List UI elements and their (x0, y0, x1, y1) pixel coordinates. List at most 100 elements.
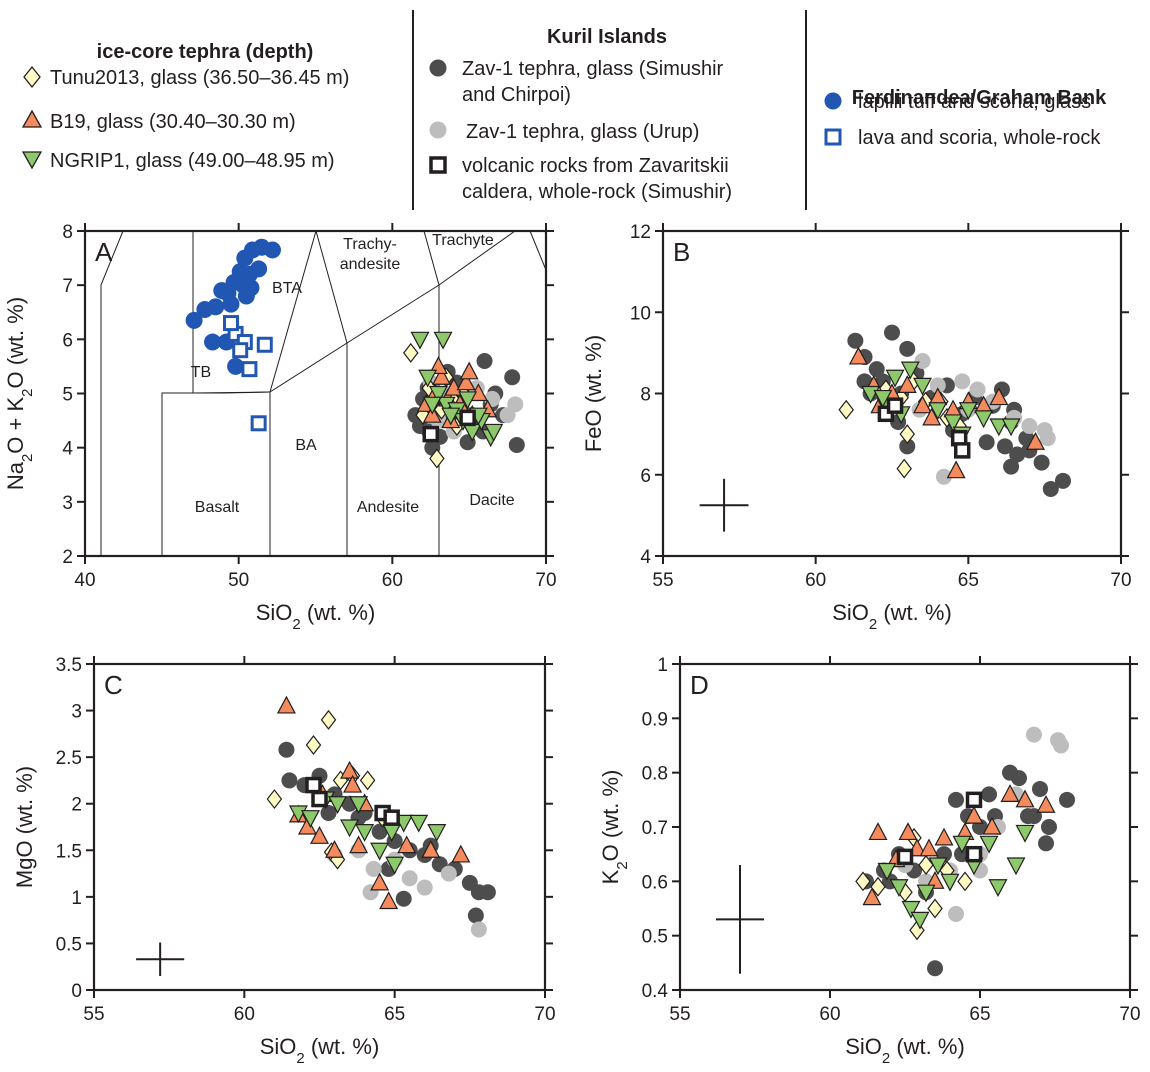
data-point (896, 848, 914, 866)
data-point (458, 391, 478, 410)
panel-letter: B (673, 237, 690, 267)
data-point (263, 241, 281, 259)
data-point (428, 385, 448, 404)
data-point (370, 842, 390, 861)
x-tick-label: 60 (382, 570, 403, 591)
data-point (1039, 430, 1056, 447)
x-axis-label: SiO2 (wt. %) (256, 600, 376, 633)
y-tick-label: 0 (71, 981, 82, 1002)
data-point (479, 884, 496, 901)
data-point (340, 760, 360, 779)
x-axis-label: SiO2 (wt. %) (845, 1034, 965, 1067)
data-point (989, 418, 1009, 437)
data-point (456, 372, 476, 391)
legend-title-ice-core: ice-core tephra (depth) (97, 41, 314, 63)
y-tick-label: 10 (630, 303, 651, 324)
data-point (928, 857, 948, 876)
data-point (204, 333, 222, 351)
y-tick-label: 0.5 (642, 927, 668, 948)
x-axis-label: SiO2 (wt. %) (832, 600, 952, 633)
data-point (958, 402, 978, 421)
data-point (981, 786, 997, 803)
legend-item-zav-dark-line1: Zav-1 tephra, glass (Simushir (462, 58, 724, 80)
data-point (1036, 794, 1056, 813)
series-square-black (877, 397, 971, 459)
data-point (440, 865, 457, 882)
data-point (311, 790, 328, 808)
data-point (886, 397, 904, 414)
y-tick-label: 4 (640, 547, 651, 568)
legend-marker-zav-light (429, 121, 447, 139)
data-point (957, 871, 973, 892)
legend-marker-b19 (21, 109, 43, 128)
series-triangle-down (288, 791, 447, 875)
data-point (379, 891, 399, 910)
data-point (946, 460, 966, 479)
data-point (935, 468, 952, 485)
y-tick-label: 7 (62, 276, 73, 297)
data-point (868, 822, 888, 841)
legend-marker-tunu (23, 65, 41, 89)
data-point (370, 872, 390, 891)
data-point (969, 381, 986, 398)
data-point (416, 879, 433, 896)
data-point (952, 835, 972, 854)
panel-b: 55 60 65 70 4 6 8 10 12 SiO2 (wt. %) FeO (wt. %) B (581, 222, 1132, 633)
data-point (898, 822, 918, 841)
series-square-blue (222, 315, 273, 432)
field-label-bta: BTA (272, 280, 302, 297)
data-point (383, 809, 400, 826)
y-tick-label: 12 (630, 222, 651, 243)
data-point (916, 884, 936, 903)
data-point (896, 458, 912, 479)
data-point (1006, 857, 1026, 876)
y-tick-label: 0.7 (642, 818, 668, 839)
data-point (889, 879, 909, 898)
data-point (943, 414, 963, 433)
x-tick-label: 60 (805, 570, 826, 591)
data-point (922, 407, 942, 426)
data-point (848, 346, 868, 365)
panel-a: 40 50 60 70 2 3 4 5 6 7 8 SiO2 (wt. %) Na2O + K2O (w… (3, 222, 557, 633)
data-point (1000, 784, 1020, 803)
data-point (855, 871, 871, 892)
legend-marker-zav-square (429, 156, 447, 174)
field-label-trachy: Trachy- (343, 236, 397, 253)
data-point (940, 873, 960, 892)
error-bar (699, 478, 749, 532)
legend-item-zav-square-line2: caldera, whole-rock (Simushir) (462, 181, 732, 203)
data-point (240, 265, 258, 283)
x-tick-label: 70 (1119, 1004, 1140, 1025)
data-point (1053, 737, 1069, 754)
data-point (278, 741, 295, 758)
data-point (948, 791, 964, 808)
data-point (1011, 770, 1027, 787)
data-point (918, 855, 934, 876)
x-tick-label: 55 (669, 1004, 690, 1025)
data-point (1001, 418, 1021, 437)
x-tick-label: 60 (819, 1004, 840, 1025)
data-point (508, 436, 525, 453)
data-point (965, 791, 983, 809)
data-point (899, 438, 916, 455)
y-tick-label: 2.5 (56, 748, 82, 769)
data-point (1026, 726, 1042, 743)
legend-item-b19: B19, glass (30.40–30.30 m) (50, 111, 296, 133)
data-point (965, 845, 983, 863)
data-point (444, 377, 464, 396)
data-point (297, 816, 317, 835)
legend-marker-ngrip (21, 151, 43, 170)
data-point (227, 357, 245, 375)
data-point (988, 879, 1008, 898)
y-axis-label: K2O (wt. %) (598, 770, 631, 885)
legend-item-blue-square: lava and scoria, whole-rock (858, 127, 1101, 149)
data-point (222, 295, 240, 313)
data-point (403, 342, 419, 363)
data-point (504, 369, 521, 386)
y-axis-label: FeO (wt. %) (581, 335, 606, 452)
y-tick-label: 5 (62, 385, 73, 406)
x-tick-label: 70 (1110, 570, 1131, 591)
data-point (1042, 480, 1059, 497)
data-point (948, 905, 964, 922)
legend-item-tunu: Tunu2013, glass (36.50–36.45 m) (50, 67, 349, 89)
